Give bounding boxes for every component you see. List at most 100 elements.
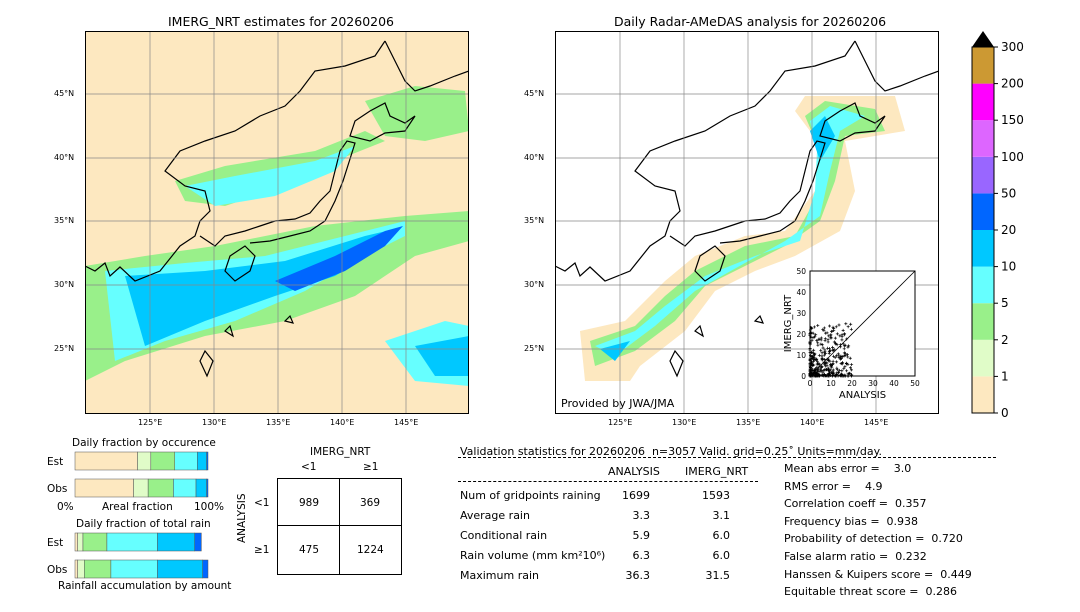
colorbar-label: 50	[1001, 186, 1016, 200]
stat-label: Num of gridpoints raining	[460, 489, 601, 502]
lat-tick-label: 45°N	[524, 89, 545, 98]
scatter-point	[819, 348, 823, 352]
rain-region	[415, 336, 469, 376]
occurrence-title: Daily fraction by occurence	[72, 437, 216, 449]
lon-tick-label: 130°E	[672, 418, 697, 427]
scatter-point	[808, 348, 812, 352]
colorbar: 0 1 2 5 10 20 50 100 150 200 300	[971, 31, 1024, 420]
stat-imerg: 31.5	[705, 569, 731, 582]
fraction-bars: Est Obs Est Obs	[47, 451, 209, 579]
scatter-point	[808, 373, 812, 377]
x-tick-label: 20	[847, 379, 857, 388]
row-label: Est	[47, 537, 63, 549]
scatter-point	[838, 368, 842, 372]
scatter-point	[837, 354, 841, 358]
x-tick-label: 50	[910, 379, 920, 388]
scatter-point	[836, 352, 840, 356]
scatter-point	[829, 333, 833, 337]
scatter-point	[830, 329, 834, 333]
lat-tick-label: 35°N	[54, 216, 75, 225]
scatter-point	[843, 332, 847, 336]
row-label: Obs	[47, 564, 67, 576]
scatter-point	[833, 374, 837, 378]
scatter-point	[813, 373, 817, 377]
col-imerg: IMERG_NRT	[685, 465, 749, 478]
lon-tick-label: 140°E	[800, 418, 825, 427]
scatter-point	[814, 358, 818, 362]
left-map-title: IMERG_NRT estimates for 20260206	[168, 14, 395, 29]
scatter-point	[814, 333, 818, 337]
coastline	[384, 40, 469, 92]
rain-region	[590, 101, 885, 366]
fraction-segment	[157, 532, 195, 552]
x-tick-label: 10	[826, 379, 836, 388]
score-line: RMS error = 4.9	[784, 479, 883, 493]
score-line: Correlation coeff = 0.357	[784, 497, 927, 511]
scatter-point	[831, 368, 835, 372]
scatter-point	[844, 322, 848, 326]
colorbar-segment	[972, 47, 994, 84]
one-to-one-line	[809, 270, 916, 377]
stat-analysis: 6.3	[632, 549, 651, 562]
scatter-point	[829, 364, 833, 368]
scatter-point	[841, 342, 845, 346]
scatter-point	[828, 348, 832, 352]
table-row-title: ANALYSIS	[236, 493, 248, 543]
scatter-point	[816, 367, 820, 371]
fraction-segment	[110, 559, 158, 579]
scatter-point	[840, 338, 844, 342]
score-line: False alarm ratio = 0.232	[784, 550, 927, 563]
colorbar-segment	[972, 83, 994, 121]
scatter-point	[834, 342, 838, 346]
stat-analysis: 3.3	[632, 509, 651, 522]
lon-tick-label: 140°E	[330, 418, 355, 427]
colorbar-segment	[972, 193, 994, 230]
y-tick-label: 0	[801, 372, 806, 381]
colorbar-segment	[972, 376, 994, 413]
scatter-point	[846, 345, 850, 349]
scatter-point	[841, 328, 845, 332]
rain-region	[810, 116, 835, 161]
colorbar-segment	[972, 120, 994, 157]
rain-region	[365, 86, 469, 141]
scatter-point	[845, 352, 849, 356]
scatter-point	[816, 341, 820, 345]
scatter-point	[820, 366, 824, 370]
stat-analysis: 36.3	[625, 569, 651, 582]
colorbar-segment	[972, 156, 994, 194]
colorbar-label: 10	[1001, 260, 1016, 274]
scatter-point	[849, 322, 853, 326]
colorbar-segment	[972, 303, 994, 340]
colorbar-label: 0	[1001, 406, 1009, 420]
stat-label: Rain volume (mm km²10⁶)	[460, 549, 606, 562]
coastline	[694, 245, 726, 282]
scatter-point	[835, 360, 839, 364]
colorbar-label: 5	[1001, 296, 1009, 310]
divider	[458, 481, 758, 482]
scatter-point	[848, 366, 852, 370]
lat-tick-label: 45°N	[54, 89, 75, 98]
coastline	[349, 102, 416, 142]
scatter-point	[829, 362, 833, 366]
coastline	[283, 314, 295, 324]
col-label: ≥1	[363, 461, 379, 473]
fraction-segment	[82, 532, 108, 552]
scatter-point	[809, 325, 813, 329]
fraction-segment	[150, 451, 175, 471]
scatter-point	[819, 338, 823, 342]
scatter-point	[821, 343, 825, 347]
y-tick-label: 20	[796, 330, 806, 339]
scatter-point	[845, 361, 849, 365]
scatter-point	[832, 349, 836, 353]
colorbar-label: 1	[1001, 369, 1009, 383]
row-label: <1	[254, 497, 270, 509]
scatter-point	[829, 335, 833, 339]
fraction-segment	[206, 451, 209, 471]
stat-label: Conditional rain	[460, 529, 548, 542]
scatter-point	[843, 365, 847, 369]
colorbar-label: 20	[1001, 223, 1016, 237]
coastline	[224, 324, 235, 338]
scatter-point	[820, 373, 824, 377]
lat-tick-label: 30°N	[54, 280, 75, 289]
map-frame	[85, 31, 469, 414]
